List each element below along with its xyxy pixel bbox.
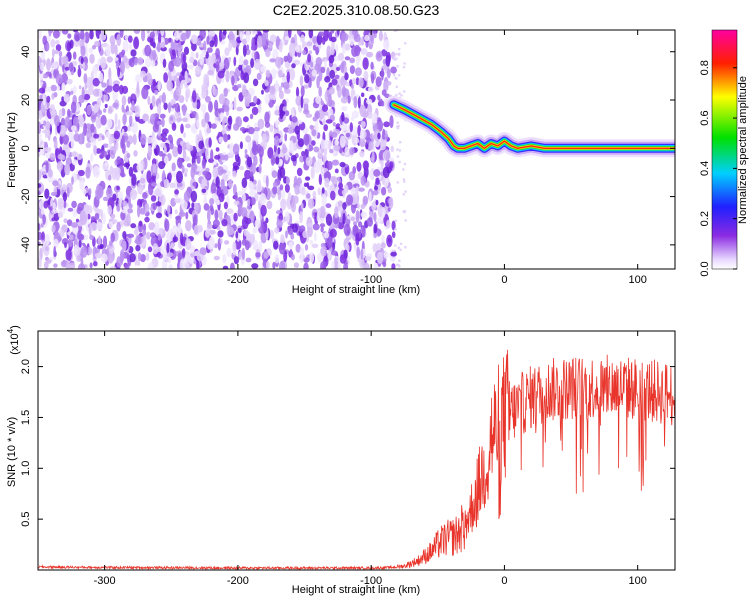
snr-panel: -300 -200 -100 0 100 0.5 1.0 1.5 2.0 Height of … [6,325,676,596]
colorbar-tick-label: 0.4 [699,161,711,176]
figure-title: C2E2.2025.310.08.50.G23 [273,2,440,18]
snr-x-ticks: -300 -200 -100 0 100 [94,331,647,587]
colorbar-tick-label: 0.6 [699,110,711,125]
snr-x-tick-label: 0 [501,575,507,587]
spectrogram-y-tick-label: -20 [20,189,32,205]
spectrogram-x-tick-label: -300 [94,274,116,286]
snr-x-tick-label: -100 [360,575,382,587]
snr-multiplier-base: (x10 [9,333,21,354]
spectrogram-y-tick-label: 40 [20,46,32,58]
colorbar-tick-label: 0.8 [699,60,711,75]
spectrogram-x-tick-label: 100 [629,274,647,286]
snr-multiplier: (x104) [6,325,21,355]
snr-y-label: SNR (10 * v/v) [6,417,18,487]
signal-trace [384,95,675,158]
spectrogram-x-tick-label: -200 [227,274,249,286]
spectrogram-y-tick-label: 0 [20,145,32,151]
spectrogram-x-ticks: -300 -200 -100 0 100 [94,30,647,286]
svg-text:(x104): (x104) [6,325,21,355]
signal-trace-band [393,104,675,149]
snr-y-tick-label: 0.5 [20,512,32,527]
snr-series-line [38,349,675,570]
snr-y-ticks: 0.5 1.0 1.5 2.0 [20,359,675,527]
colorbar-tick-label: 0.0 [699,261,711,276]
snr-x-tick-label: -200 [227,575,249,587]
snr-x-tick-label: -300 [94,575,116,587]
noise-scatter [38,30,408,269]
colorbar-gradient [711,29,738,270]
colorbar-tick-label: 0.2 [699,211,711,226]
snr-y-tick-label: 1.5 [20,410,32,425]
snr-multiplier-exp: 4 [6,328,15,333]
snr-x-label: Height of straight line (km) [292,584,420,596]
colorbar: 0.0 0.2 0.4 0.6 0.8 Normalized spectral ampl… [699,29,749,277]
colorbar-ticks: 0.0 0.2 0.4 0.6 0.8 [699,60,737,277]
spectrogram-x-label: Height of straight line (km) [292,284,420,296]
colorbar-label: Normalized spectral amplitude [737,76,749,224]
snr-frame [37,330,676,571]
spectrogram-y-label: Frequency (Hz) [6,112,18,188]
spectrogram-y-ticks: -40 -20 0 20 40 [20,46,675,253]
spectrogram-x-tick-label: -100 [360,274,382,286]
snr-y-tick-label: 1.0 [20,461,32,476]
snr-y-tick-label: 2.0 [20,359,32,374]
spectrogram-y-tick-label: 20 [20,94,32,106]
spectrogram-x-tick-label: 0 [501,274,507,286]
spectrogram-frame [37,29,676,270]
snr-x-tick-label: 100 [629,575,647,587]
spectrogram-y-tick-label: -40 [20,237,32,253]
